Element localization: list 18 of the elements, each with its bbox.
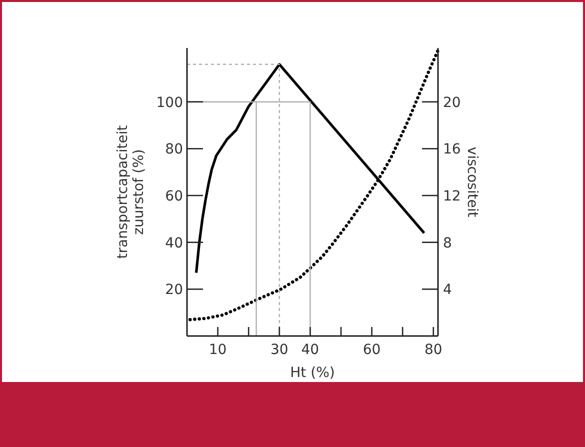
x-tick-label: 10 [208, 342, 227, 358]
y2-tick-label: 20 [443, 94, 461, 111]
y-tick-label: 40 [165, 235, 183, 252]
x-tick-label: 40 [301, 342, 320, 358]
y2-tick-label: 4 [443, 282, 452, 298]
x-tick-label: 30 [270, 342, 288, 358]
y2-tick-label: 8 [443, 235, 452, 252]
y-tick-label: 20 [165, 282, 183, 298]
y2-tick-label: 12 [443, 188, 461, 205]
y-tick-label: 100 [156, 94, 183, 111]
y2-axis-title: viscositeit [464, 146, 480, 218]
y-tick-label: 80 [165, 142, 183, 158]
y-axis-title: transportcapaciteit zuurstof (%) [115, 124, 147, 259]
x-tick-label: 60 [362, 342, 381, 358]
x-axis-title: Ht (%) [290, 365, 335, 381]
y-tick-label: 60 [165, 188, 183, 205]
y2-tick-label: 16 [443, 142, 461, 158]
x-tick-label: 80 [424, 342, 442, 358]
